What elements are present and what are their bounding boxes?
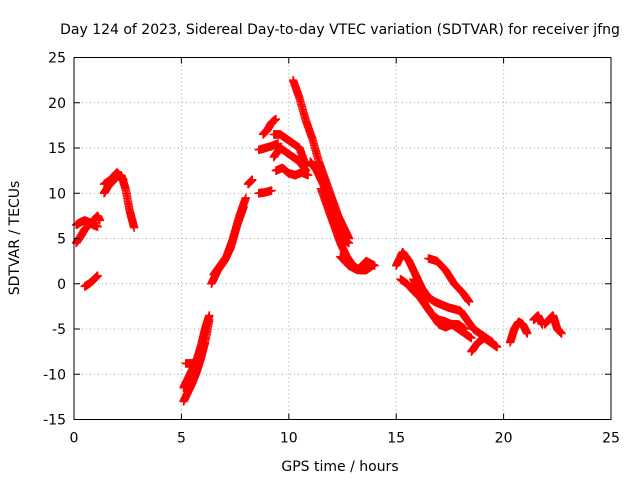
data-point <box>194 357 203 366</box>
series-arc-8 <box>181 357 203 368</box>
data-point <box>93 271 102 280</box>
series-arc-12 <box>254 139 283 155</box>
y-tick-label: -10 <box>43 367 66 383</box>
data-point <box>303 170 313 180</box>
x-tick-label: 0 <box>70 431 79 447</box>
x-tick-label: 20 <box>495 431 513 447</box>
data-point <box>248 175 257 184</box>
data-point <box>95 216 104 225</box>
series-arc-2 <box>71 216 102 231</box>
data-point <box>267 186 276 195</box>
chart-title: Day 124 of 2023, Sidereal Day-to-day VTE… <box>60 22 620 38</box>
series-arc-17 <box>271 163 313 180</box>
series-arc-25 <box>424 254 474 307</box>
series-arc-22 <box>392 247 498 347</box>
series-arc-24 <box>409 275 476 343</box>
data-point <box>523 329 532 338</box>
y-tick-label: 0 <box>57 277 66 293</box>
data-point <box>465 297 474 307</box>
y-axis-label: SDTVAR / TECUs <box>7 181 23 296</box>
data-point <box>271 114 281 124</box>
series-arc-13 <box>258 114 281 139</box>
y-tick-label: 5 <box>57 232 66 248</box>
series-arc-21 <box>336 252 379 275</box>
y-tick-label: 10 <box>48 186 66 202</box>
series-arc-3 <box>80 271 102 291</box>
data-point <box>370 261 379 270</box>
data-point <box>557 329 566 338</box>
data-point <box>492 342 502 352</box>
series-arc-14 <box>254 186 276 198</box>
y-tick-label: 20 <box>48 96 66 112</box>
series-arc-29 <box>540 311 566 338</box>
y-tick-label: -15 <box>43 413 66 429</box>
series-arc-11 <box>243 175 257 189</box>
data-point <box>273 139 283 148</box>
data-point <box>239 202 248 212</box>
series-arc-5 <box>99 168 128 189</box>
points-layer <box>71 75 566 406</box>
y-tick-label: 25 <box>48 51 66 67</box>
series-arc-26 <box>467 333 502 356</box>
data-point <box>205 311 214 320</box>
x-tick-label: 10 <box>280 431 298 447</box>
data-point <box>129 223 139 232</box>
data-point <box>344 238 354 248</box>
x-tick-label: 15 <box>387 431 405 447</box>
data-point <box>93 222 102 231</box>
x-axis-label: GPS time / hours <box>281 459 398 475</box>
data-point <box>119 175 128 184</box>
x-tick-label: 25 <box>602 431 620 447</box>
series-arc-16 <box>269 143 311 175</box>
y-tick-label: -5 <box>52 322 66 338</box>
series-arc-27 <box>505 317 532 347</box>
data-point <box>467 333 476 343</box>
series-arc-28 <box>529 311 547 329</box>
ticks-layer: 0 5 10 15 20 25 -15 -10 -5 0 5 10 15 20 25 <box>43 51 620 447</box>
data-point <box>241 193 251 202</box>
y-tick-label: 15 <box>48 141 66 157</box>
series-arc-10 <box>207 202 248 288</box>
x-tick-label: 5 <box>177 431 186 447</box>
